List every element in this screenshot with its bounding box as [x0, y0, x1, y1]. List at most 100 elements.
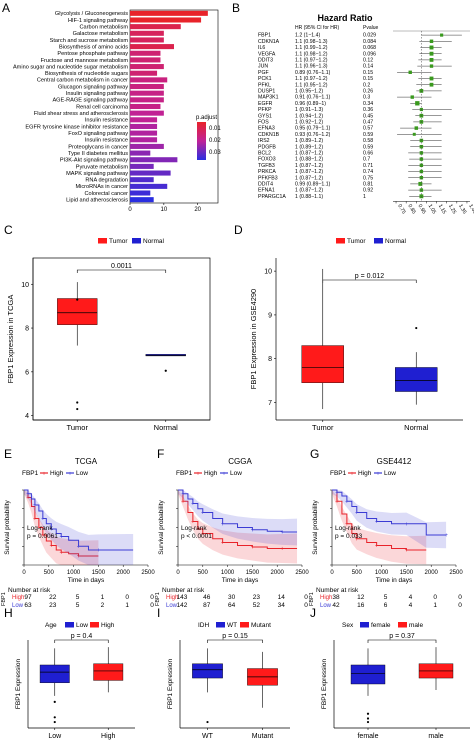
p-label: 0.096 — [363, 51, 376, 57]
legend-label: High — [358, 470, 372, 477]
hr-label: 1 (0.87−1.2) — [295, 188, 323, 194]
risk-count: 87 — [203, 602, 211, 609]
box-0 — [57, 298, 98, 325]
x-tick-label: 1500 — [400, 570, 414, 576]
censor-mark: + — [41, 533, 45, 539]
risk-table-title: Number at risk — [8, 587, 51, 594]
category-label: Biosynthesis of nucleotide sugars — [45, 71, 128, 77]
legend-marker: + — [68, 472, 72, 478]
x-tick-label: 1000 — [221, 570, 235, 576]
y-tick-label: 10 — [264, 269, 272, 276]
legend-label: WT — [227, 622, 237, 629]
panel-b: B Hazard Ratio HR (95% CI for HR) Pvalue FB… — [232, 1, 474, 215]
risk-count: 5 — [76, 594, 80, 601]
p-label: 0.58 — [363, 138, 373, 144]
risk-count: 63 — [24, 602, 32, 609]
hr-label: 1 (0.91−1.3) — [295, 107, 323, 113]
risk-count: 6 — [384, 602, 388, 609]
censor-mark: + — [375, 520, 379, 526]
bar — [130, 70, 158, 76]
risk-count: 143 — [177, 594, 188, 601]
forest-title: Hazard Ratio — [317, 13, 373, 23]
legend-swatch — [240, 622, 249, 628]
gene-label: EFNA3 — [258, 126, 275, 132]
legend-colorbar — [197, 122, 206, 160]
risk-row-label: High — [320, 595, 332, 601]
legend-title: Sex — [342, 622, 354, 629]
x-tick-label: WT — [202, 733, 214, 740]
risk-row-label: Low — [12, 603, 24, 609]
x-tick-label: female — [357, 733, 378, 740]
y-axis-label: Survival probability — [312, 499, 319, 554]
p-label: 0.084 — [363, 39, 376, 45]
y-axis-label: FBP1 Expression — [15, 659, 22, 710]
hr-marker — [429, 45, 434, 50]
p-label: 0.14 — [363, 64, 373, 70]
risk-count: 46 — [203, 594, 211, 601]
gene-label: EGFR — [258, 101, 273, 107]
bar — [130, 10, 208, 16]
risk-count: 0 — [458, 602, 462, 609]
x-tick-label: 0 — [176, 570, 180, 576]
legend-label: Low — [76, 470, 88, 477]
panel-label-c: C — [4, 223, 13, 237]
censor-mark: + — [50, 527, 54, 533]
gene-label: JUN — [258, 64, 268, 70]
panel-c: C FBP1 Expression in TCGA 4 6 8 10 Tumor Norma… — [4, 223, 211, 432]
legend-label: Normal — [385, 238, 407, 245]
category-label: PI3K-Akt signaling pathway — [60, 158, 128, 164]
category-label: Type II diabetes mellitus — [68, 151, 128, 157]
risk-count: 0 — [150, 594, 154, 601]
bar — [130, 117, 158, 123]
outlier-point — [164, 369, 167, 372]
legend-swatch — [132, 238, 141, 244]
hr-marker — [429, 57, 434, 62]
gene-label: MAP3K1 — [258, 95, 279, 101]
survival-curve — [332, 489, 427, 551]
hr-label: 1 (0.88−1.2) — [295, 157, 323, 163]
hr-label: 1 (0.88−1.1) — [295, 194, 323, 200]
category-label: Central carbon metabolism in cancer — [37, 78, 128, 84]
bar — [130, 163, 154, 169]
risk-count: 22 — [49, 594, 57, 601]
gene-label: FOS — [258, 119, 269, 125]
legend-label: Tumor — [347, 238, 366, 245]
censor-mark: + — [345, 522, 349, 528]
censor-mark: + — [251, 528, 255, 534]
panel-label-a: A — [2, 1, 10, 15]
box-1 — [93, 663, 124, 681]
legend-swatch — [98, 238, 107, 244]
category-label: MAPK signaling pathway — [66, 171, 128, 177]
p-label: 0.57 — [363, 126, 373, 132]
outlier-point — [415, 326, 418, 330]
p-value-label: p = 0.4 — [71, 633, 93, 640]
outlier-point — [206, 720, 209, 724]
y-tick-label: 8 — [25, 326, 29, 333]
category-label: Glucagon signaling pathway — [58, 84, 128, 90]
censor-mark: + — [355, 537, 359, 543]
significance-bracket — [207, 639, 263, 643]
censor-mark: + — [191, 520, 195, 526]
gene-label: DDIT4 — [258, 181, 273, 187]
category-label: HIF-1 signaling pathway — [68, 18, 128, 24]
gene-label: PDGFB — [258, 144, 276, 150]
x-tick-label: 1000 — [375, 570, 389, 576]
risk-table-title: Number at risk — [162, 587, 205, 594]
outlier-point — [366, 712, 370, 715]
logrank-label: Log-rank — [27, 525, 53, 532]
bar — [130, 130, 158, 136]
panel-label-d: D — [234, 223, 243, 237]
y-axis-label: Survival probability — [4, 499, 11, 554]
risk-count: 38 — [332, 594, 340, 601]
panel-label-j: J — [310, 606, 316, 620]
confidence-band — [332, 490, 447, 549]
outlier-point — [366, 720, 370, 724]
category-label: Insulin signaling pathway — [66, 91, 128, 97]
legend-swatch — [336, 238, 345, 244]
censor-mark: + — [50, 544, 54, 550]
censor-mark: + — [444, 533, 448, 539]
survival-curve — [178, 489, 298, 549]
bar — [130, 183, 168, 189]
km-title: GSE4412 — [377, 457, 412, 466]
